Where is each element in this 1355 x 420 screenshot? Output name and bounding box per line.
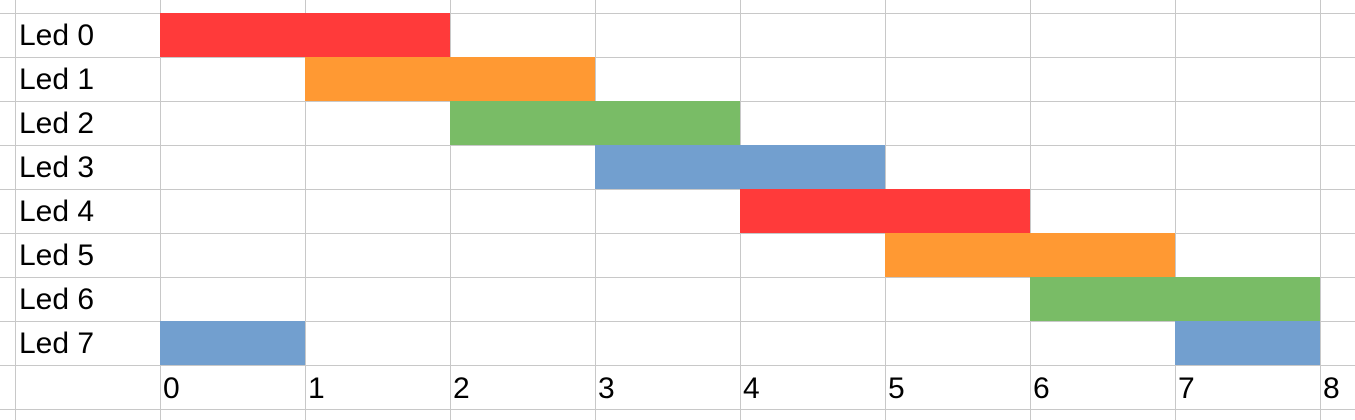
x-tick-2: 2 bbox=[453, 372, 470, 405]
x-tick-3: 3 bbox=[598, 372, 615, 405]
row-label-led-4: Led 4 bbox=[19, 195, 95, 228]
x-tick-1: 1 bbox=[308, 372, 325, 405]
bar-led-3-3-5 bbox=[595, 145, 885, 189]
bar-led-7-0-1 bbox=[160, 321, 305, 365]
grid-hline bbox=[0, 233, 1355, 234]
grid-hline bbox=[0, 409, 1355, 410]
grid-hline bbox=[0, 13, 1355, 14]
bar-led-2-2-4 bbox=[450, 101, 740, 145]
row-label-led-6: Led 6 bbox=[19, 283, 95, 316]
grid-hline bbox=[0, 321, 1355, 322]
bar-led-7-7-8 bbox=[1175, 321, 1320, 365]
grid-vline bbox=[305, 0, 306, 420]
grid-vline bbox=[15, 0, 16, 420]
x-tick-8: 8 bbox=[1323, 372, 1340, 405]
grid-vline bbox=[595, 0, 596, 420]
bar-led-0-0-2 bbox=[160, 13, 450, 57]
bar-led-4-4-6 bbox=[740, 189, 1030, 233]
row-label-led-3: Led 3 bbox=[19, 151, 95, 184]
grid-vline bbox=[1320, 0, 1321, 420]
grid-hline bbox=[0, 189, 1355, 190]
x-tick-6: 6 bbox=[1033, 372, 1050, 405]
row-label-led-0: Led 0 bbox=[19, 19, 95, 52]
grid-vline bbox=[160, 0, 161, 420]
x-tick-4: 4 bbox=[743, 372, 760, 405]
row-label-led-2: Led 2 bbox=[19, 107, 95, 140]
grid-vline bbox=[450, 0, 451, 420]
row-label-led-1: Led 1 bbox=[19, 63, 95, 96]
bar-led-6-6-8 bbox=[1030, 277, 1320, 321]
row-label-led-5: Led 5 bbox=[19, 239, 95, 272]
bar-led-5-5-7 bbox=[885, 233, 1175, 277]
x-tick-7: 7 bbox=[1178, 372, 1195, 405]
x-tick-0: 0 bbox=[163, 372, 180, 405]
bar-led-1-1-3 bbox=[305, 57, 595, 101]
grid-vline bbox=[1175, 0, 1176, 420]
row-label-led-7: Led 7 bbox=[19, 327, 95, 360]
grid-hline bbox=[0, 57, 1355, 58]
grid-hline bbox=[0, 277, 1355, 278]
x-tick-5: 5 bbox=[888, 372, 905, 405]
grid-vline bbox=[1030, 0, 1031, 420]
grid-hline bbox=[0, 365, 1355, 366]
